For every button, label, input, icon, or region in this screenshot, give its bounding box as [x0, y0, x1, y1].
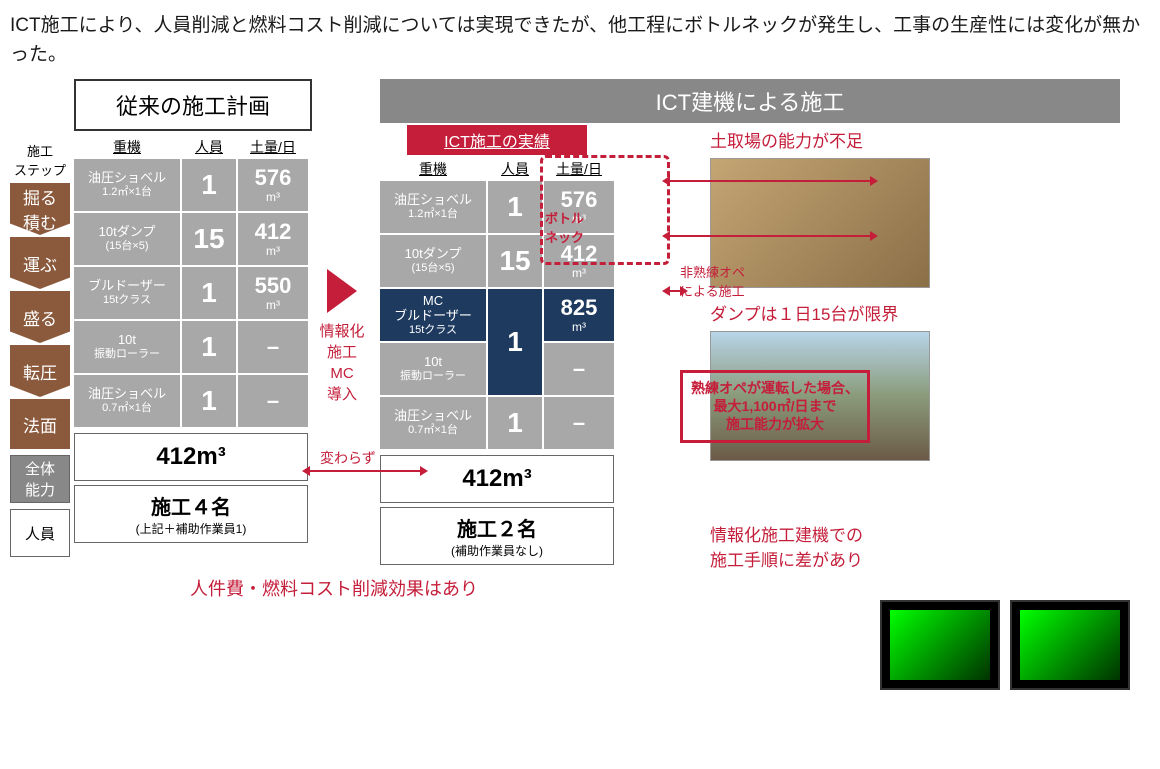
middle-column: 情報化 施工 MC 導入	[312, 269, 372, 565]
arrow-soil	[670, 180, 870, 182]
header-people: 人員	[488, 159, 542, 179]
people-sub: (上記＋補助作業員1)	[136, 520, 247, 537]
footer-text: 人件費・燃料コスト削減効果はあり	[190, 575, 1150, 601]
conventional-people: 施工４名 (上記＋補助作業員1)	[74, 485, 308, 543]
bottleneck-label: ボトル ネック	[545, 208, 584, 246]
main-layout: 施工 ステップ 掘る 積む 運ぶ 盛る 転圧 法面 全体 能力 人員 従来の施工…	[10, 79, 1150, 565]
total-label: 全体 能力	[10, 455, 70, 503]
people-title: 施工４名	[151, 491, 231, 520]
callout-procedure: 情報化施工建機での 施工手順に差があり	[710, 521, 1160, 571]
step-chevron: 転圧	[10, 345, 70, 397]
step-header: 施工 ステップ	[10, 141, 70, 179]
ict-headers: 重機 人員 土量/日	[380, 159, 614, 179]
screen-thumb	[1010, 600, 1130, 690]
header-volume: 土量/日	[238, 137, 308, 157]
callouts: 土取場の能力が不足 ダンプは１日15台が限界 情報化施工建機での 施工手順に差が…	[710, 127, 1160, 577]
unchanged-arrow	[310, 470, 420, 472]
people-title: 施工２名	[457, 513, 537, 542]
callout-soil: 土取場の能力が不足	[710, 127, 1160, 152]
step-column: 施工 ステップ 掘る 積む 運ぶ 盛る 転圧 法面 全体 能力 人員	[10, 141, 70, 565]
screen-thumb	[880, 600, 1000, 690]
conventional-grid: 油圧ショベル1.2㎡×1台1576m³10tダンプ(15台×5)15412m³ブ…	[74, 159, 312, 427]
expert-box: 熟練オペが運転した場合、 最大1,100㎡/日まで 施工能力が拡大	[680, 370, 870, 443]
conventional-title: 従来の施工計画	[74, 79, 312, 131]
triangle-icon	[327, 269, 357, 313]
screen-thumbnails	[880, 600, 1130, 690]
header-volume: 土量/日	[544, 159, 614, 179]
step-chevron: 法面	[10, 399, 70, 449]
people-sub: (補助作業員なし)	[451, 542, 543, 559]
unchanged-label: 変わらず	[320, 448, 376, 468]
header-machine: 重機	[74, 137, 180, 157]
people-label: 人員	[10, 509, 70, 557]
step-chevron: 運ぶ	[10, 237, 70, 289]
header-people: 人員	[182, 137, 236, 157]
ict-people: 施工２名 (補助作業員なし)	[380, 507, 614, 565]
table-headers: 重機 人員 土量/日	[74, 137, 312, 157]
intro-text: ICT施工により、人員削減と燃料コスト削減については実現できたが、他工程にボトル…	[10, 12, 1150, 69]
conventional-total: 412m³	[74, 433, 308, 481]
step-chevron: 盛る	[10, 291, 70, 343]
ict-title: ICT建機による施工	[380, 79, 1120, 123]
ict-total: 412m³	[380, 455, 614, 503]
conventional-plan: 従来の施工計画 重機 人員 土量/日 油圧ショベル1.2㎡×1台1576m³10…	[74, 79, 312, 565]
arrow-dump	[670, 235, 870, 237]
callout-dump: ダンプは１日15台が限界	[710, 300, 1160, 325]
header-machine: 重機	[380, 159, 486, 179]
step-chevron: 掘る 積む	[10, 183, 70, 235]
arrow-bulldozer	[670, 290, 680, 292]
unskilled-label: 非熟練オペ による施工	[680, 262, 745, 300]
ict-subtitle: ICT施工の実績	[407, 125, 587, 155]
mc-intro-text: 情報化 施工 MC 導入	[312, 321, 372, 405]
